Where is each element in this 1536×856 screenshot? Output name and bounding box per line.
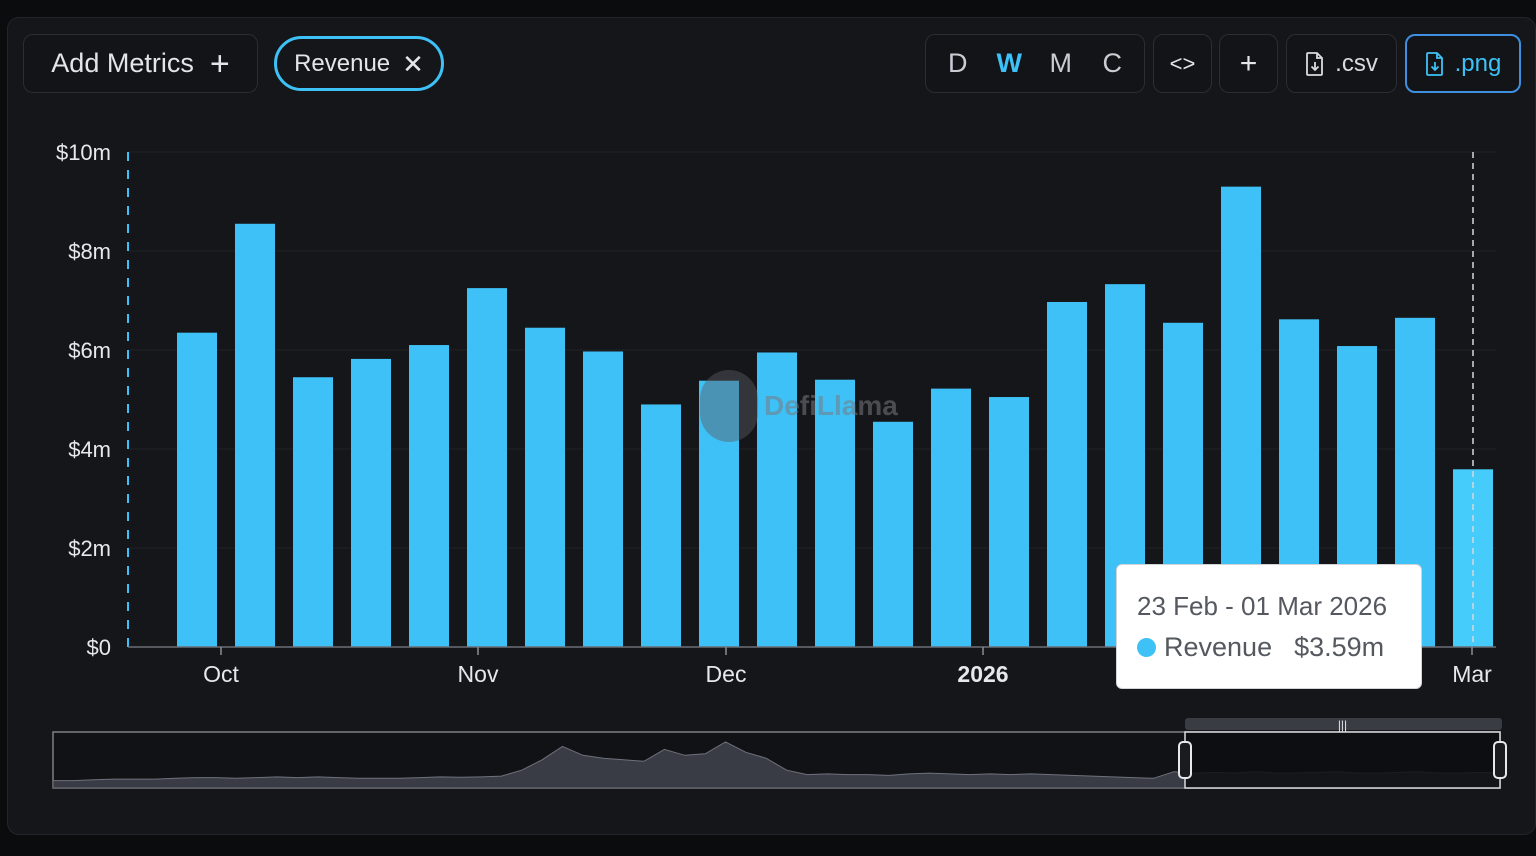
download-csv-button[interactable]: .csv — [1286, 34, 1397, 93]
bar — [467, 288, 507, 647]
download-png-button[interactable]: .png — [1405, 34, 1521, 93]
tooltip-row: Revenue $3.59m — [1137, 632, 1401, 663]
y-tick-label: $2m — [68, 536, 111, 561]
metric-chip-label: Revenue — [294, 49, 391, 77]
y-tick-label: $4m — [68, 437, 111, 462]
brush-grip-icon[interactable]: ||| — [1338, 718, 1347, 732]
x-tick-label: Mar — [1452, 661, 1492, 687]
interval-day[interactable]: D — [948, 48, 968, 78]
bar — [235, 223, 275, 647]
bar — [409, 345, 449, 647]
bar — [1047, 301, 1087, 647]
y-tick-label: $0 — [87, 635, 111, 660]
bar — [641, 404, 681, 647]
add-metrics-button[interactable]: Add Metrics + — [23, 34, 258, 93]
close-icon[interactable]: ✕ — [402, 48, 424, 79]
y-tick-label: $10m — [56, 140, 111, 165]
tooltip-series-name: Revenue — [1164, 632, 1273, 662]
x-tick-label: Dec — [706, 661, 747, 687]
tooltip-date: 23 Feb - 01 Mar 2026 — [1137, 591, 1388, 621]
bar — [873, 421, 913, 647]
bar — [351, 358, 391, 647]
bar — [815, 379, 855, 647]
file-image-icon — [1425, 51, 1443, 76]
bar — [757, 352, 797, 647]
interval-month[interactable]: M — [1049, 48, 1073, 78]
code-icon: <> — [1169, 50, 1196, 76]
brush-selection — [1184, 731, 1501, 789]
x-tick-label: 2026 — [957, 661, 1008, 687]
series-dot-icon — [1137, 638, 1156, 657]
brush-handle[interactable] — [1493, 741, 1507, 779]
chart-tooltip: 23 Feb - 01 Mar 2026 Revenue $3.59m — [1116, 564, 1422, 689]
bar — [583, 351, 623, 647]
tooltip-value: $3.59m — [1294, 632, 1385, 662]
csv-label: .csv — [1335, 49, 1378, 77]
y-tick-label: $6m — [68, 338, 111, 363]
brush-handle[interactable] — [1178, 741, 1192, 779]
metric-chip-revenue[interactable]: Revenue ✕ — [274, 36, 444, 91]
bar — [989, 397, 1029, 647]
x-tick-label: Oct — [203, 661, 239, 687]
add-chart-button[interactable]: + — [1219, 34, 1278, 93]
x-tick-label: Nov — [458, 661, 499, 687]
bar — [931, 388, 971, 647]
bar — [177, 332, 217, 647]
brush-drag-bar — [1185, 718, 1502, 730]
interval-selector: D W M C — [925, 34, 1145, 93]
bar — [699, 380, 739, 647]
png-label: .png — [1454, 49, 1502, 77]
embed-button[interactable]: <> — [1153, 34, 1212, 93]
file-download-icon — [1306, 51, 1324, 76]
bar — [525, 327, 565, 647]
interval-cumulative[interactable]: C — [1102, 48, 1123, 78]
y-tick-label: $8m — [68, 239, 111, 264]
interval-week[interactable]: W — [996, 48, 1022, 78]
plus-icon: + — [209, 44, 230, 83]
add-metrics-label: Add Metrics — [51, 48, 194, 78]
bar — [293, 377, 333, 647]
add-icon: + — [1239, 46, 1258, 80]
